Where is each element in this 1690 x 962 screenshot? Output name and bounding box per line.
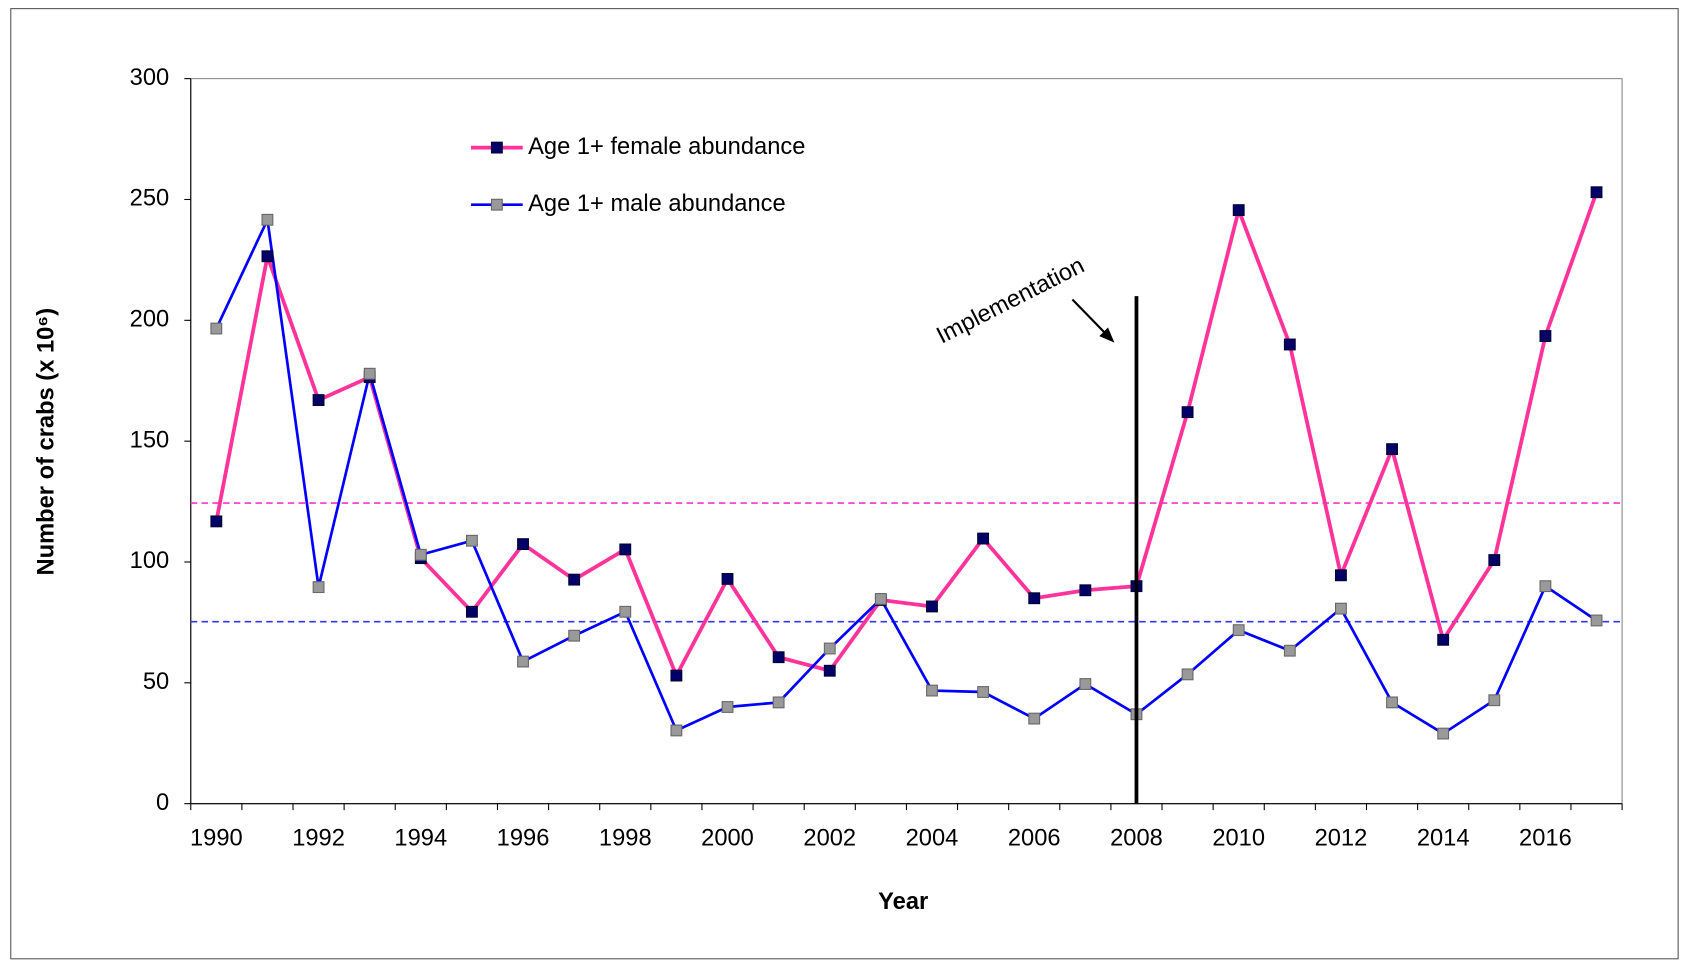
data-point: [1028, 712, 1041, 725]
data-point: [312, 581, 325, 594]
y-tick-label: 250: [130, 186, 170, 212]
data-point: [926, 600, 938, 613]
y-tick-label: 100: [130, 548, 170, 574]
x-tick-label: 2016: [1519, 825, 1572, 851]
x-tick-label: 1996: [497, 825, 550, 851]
y-axis-title: Number of crabs (x 10⁶): [34, 308, 60, 576]
data-point: [1437, 633, 1450, 646]
data-point: [363, 367, 376, 380]
data-point: [1232, 204, 1245, 217]
data-point: [1283, 644, 1296, 657]
data-point: [823, 642, 836, 655]
data-point: [1539, 330, 1552, 342]
data-point: [721, 701, 734, 713]
data-point: [1386, 696, 1398, 709]
data-point: [772, 651, 785, 664]
data-point: [670, 724, 683, 737]
x-tick-label: 2012: [1315, 825, 1368, 851]
data-point: [1386, 443, 1398, 456]
data-point: [721, 572, 734, 585]
data-point: [1079, 678, 1092, 690]
data-point: [1590, 186, 1603, 199]
data-point: [977, 686, 990, 698]
series-line: [215, 215, 1598, 736]
data-point: [568, 573, 581, 586]
data-point: [1028, 592, 1041, 605]
data-point: [1335, 602, 1347, 615]
data-point: [1232, 624, 1245, 637]
data-point: [1079, 584, 1092, 597]
data-point: [568, 629, 581, 642]
data-point: [619, 605, 632, 618]
data-point: [517, 655, 529, 668]
data-point: [261, 213, 274, 226]
y-tick-label: 300: [130, 65, 170, 91]
y-tick-label: 50: [143, 669, 169, 695]
annotation-arrowhead: [1099, 327, 1115, 343]
data-point: [619, 543, 632, 556]
x-axis-title: Year: [878, 889, 928, 915]
x-tick-label: 2010: [1212, 825, 1265, 851]
data-point: [1181, 406, 1194, 419]
x-tick-label: 2006: [1008, 825, 1061, 851]
y-tick-label: 0: [156, 790, 169, 816]
y-tick-label: 200: [130, 307, 170, 333]
x-tick-label: 2008: [1110, 825, 1163, 851]
data-point: [261, 250, 274, 263]
data-point: [210, 322, 223, 335]
x-tick-label: 1998: [599, 825, 652, 851]
x-tick-label: 1990: [190, 825, 243, 851]
legend-marker: [490, 198, 503, 211]
data-point: [312, 394, 325, 406]
x-tick-label: 1992: [292, 825, 345, 851]
y-tick-label: 150: [130, 427, 170, 453]
x-tick-label: 2004: [906, 825, 959, 851]
chart-body: Year Number of crabs (x 10⁶) 0 50 100 150 20…: [10, 8, 1679, 960]
data-point: [465, 534, 478, 547]
legend-marker: [490, 141, 503, 154]
data-point: [1181, 668, 1194, 681]
data-point: [772, 696, 785, 709]
data-point: [823, 664, 836, 677]
legend-label: Age 1+ female abundance: [528, 134, 805, 160]
data-point: [210, 515, 223, 528]
x-tick-label: 2014: [1417, 825, 1470, 851]
data-point: [670, 669, 683, 682]
data-point: [1283, 338, 1296, 351]
data-point: [874, 593, 887, 605]
data-point: [926, 684, 938, 697]
data-point: [1488, 694, 1501, 707]
data-point: [1539, 580, 1552, 593]
data-point: [465, 605, 478, 618]
x-tick-label: 2002: [803, 825, 856, 851]
x-tick-label: 1994: [394, 825, 447, 851]
x-tick-label: 2000: [701, 825, 754, 851]
data-point: [517, 538, 529, 551]
data-point: [1590, 614, 1603, 627]
chart-frame: [10, 8, 1679, 960]
data-point: [1335, 569, 1347, 582]
series-line: [214, 191, 1599, 681]
data-point: [1437, 727, 1450, 740]
data-point: [414, 548, 427, 561]
data-point: [977, 532, 990, 545]
data-point: [1488, 554, 1501, 566]
legend-label: Age 1+ male abundance: [528, 191, 786, 217]
